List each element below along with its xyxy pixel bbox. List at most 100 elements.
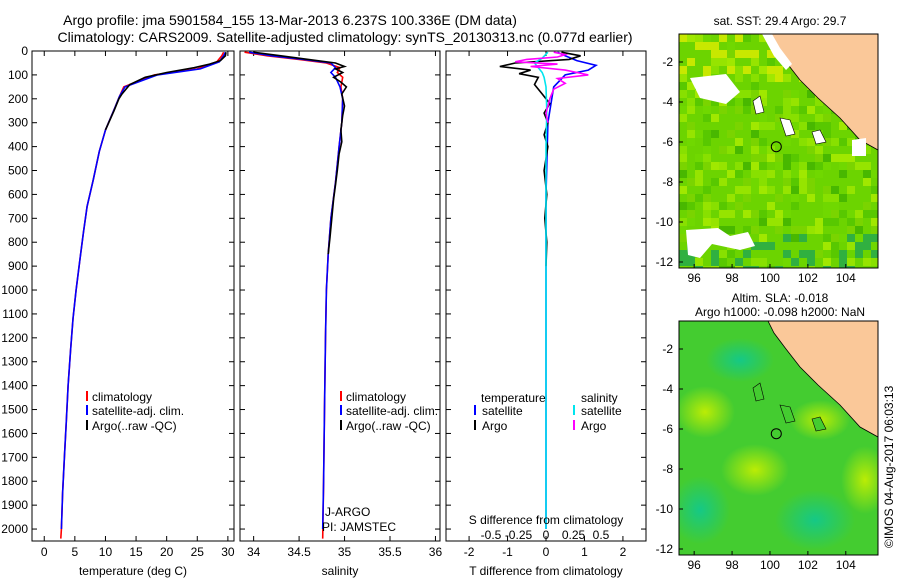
sst-cell (807, 122, 815, 130)
x-axis-label: T difference from climatology (469, 564, 623, 578)
sst-cell (751, 90, 759, 98)
y-tick-label: 200 (8, 92, 28, 106)
sst-missing-data-patch (852, 138, 866, 156)
series-line-t-argo (499, 51, 581, 267)
sst-cell (847, 218, 855, 226)
sst-cell (863, 242, 871, 250)
sst-cell (711, 58, 719, 66)
sst-cell (727, 42, 735, 50)
sst-cell (711, 130, 719, 138)
sst-cell (743, 210, 751, 218)
sst-cell (815, 218, 823, 226)
sst-cell (775, 154, 783, 162)
series-line-climatology (60, 51, 225, 539)
sst-cell (823, 186, 831, 194)
x-tick-label: 34 (247, 545, 261, 559)
sst-map-title: sat. SST: 29.4 Argo: 29.7 (714, 14, 847, 28)
sst-cell (735, 258, 743, 266)
sst-cell (783, 210, 791, 218)
legend-label: Argo(..raw -QC) (92, 419, 177, 433)
sst-cell (815, 170, 823, 178)
sst-cell (759, 210, 767, 218)
legend-swatch (474, 420, 476, 430)
legend-label: Argo (581, 419, 607, 433)
sst-cell (783, 186, 791, 194)
sst-cell (679, 34, 687, 42)
sst-cell (807, 138, 815, 146)
sst-cell (791, 234, 799, 242)
sst-cell (695, 34, 703, 42)
sst-cell (679, 234, 687, 242)
sst-cell (703, 218, 711, 226)
sst-cell (807, 266, 815, 268)
sst-cell (711, 98, 719, 106)
sst-cell (703, 138, 711, 146)
sst-cell (767, 202, 775, 210)
sst-cell (767, 242, 775, 250)
sst-cell (831, 210, 839, 218)
sst-cell (791, 194, 799, 202)
sst-cell (839, 234, 847, 242)
sst-cell (751, 226, 759, 234)
y-tick-label: 1000 (1, 283, 28, 297)
y-tick-label: 1400 (1, 379, 28, 393)
map-y-tick-label: -10 (656, 502, 674, 516)
sst-cell (823, 242, 831, 250)
legend-swatch (86, 405, 88, 415)
sst-cell (767, 66, 775, 74)
sst-cell (735, 170, 743, 178)
sla-map: 96 98 100 102 104 -2 -4 -6 -8 -10 -12 (656, 320, 879, 572)
sst-cell (783, 114, 791, 122)
sst-cell (775, 210, 783, 218)
sst-cell (791, 98, 799, 106)
sst-cell (687, 58, 695, 66)
sst-cell (743, 98, 751, 106)
sst-cell (695, 98, 703, 106)
sst-missing-data-patch (686, 228, 755, 258)
sst-cell (735, 50, 743, 58)
sst-cell (679, 66, 687, 74)
sst-cell (823, 130, 831, 138)
sst-cell (743, 50, 751, 58)
sst-cell (799, 170, 807, 178)
sst-cell (767, 74, 775, 82)
sst-cell (799, 106, 807, 114)
sst-cell (839, 250, 847, 258)
top-tick-label: -0.25 (505, 528, 533, 542)
series-line-s-argo (515, 51, 589, 123)
sst-cell (695, 194, 703, 202)
sst-cell (719, 34, 727, 42)
sst-cell (823, 194, 831, 202)
sst-cell (871, 218, 878, 226)
sst-cell (783, 162, 791, 170)
sst-cell (783, 178, 791, 186)
sst-cell (855, 218, 863, 226)
sst-cell (735, 74, 743, 82)
sst-cell (727, 130, 735, 138)
sst-cell (767, 50, 775, 58)
sst-cell (871, 170, 878, 178)
sst-cell (791, 178, 799, 186)
x-axis-label: temperature (deg C) (79, 564, 187, 578)
sst-cell (727, 50, 735, 58)
y-tick-label: 1100 (2, 307, 28, 321)
legend-label: satellite-adj. clim. (346, 404, 438, 418)
sla-anomaly-high (679, 386, 735, 438)
sst-cell (791, 202, 799, 210)
sst-cell (711, 202, 719, 210)
sst-cell (743, 186, 751, 194)
sst-cell (679, 186, 687, 194)
sst-cell (815, 114, 823, 122)
sst-cell (735, 66, 743, 74)
sst-cell (679, 106, 687, 114)
sst-cell (679, 170, 687, 178)
figure-title-line2: Climatology: CARS2009. Satellite-adjuste… (57, 29, 632, 45)
sst-cell (863, 210, 871, 218)
sst-cell (839, 266, 847, 268)
sst-cell (703, 186, 711, 194)
sst-cell (815, 162, 823, 170)
y-tick-label: 0 (21, 44, 28, 58)
sst-cell (783, 98, 791, 106)
sst-cell (751, 170, 759, 178)
